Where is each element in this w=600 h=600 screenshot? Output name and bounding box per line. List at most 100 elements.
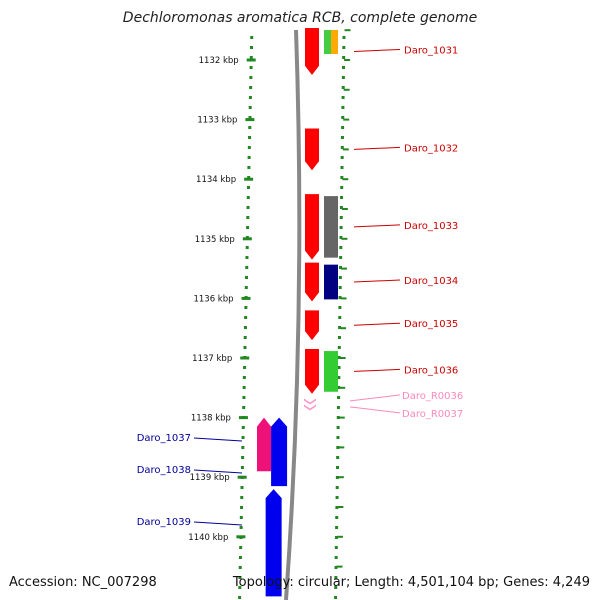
- ruler-dot: [246, 216, 250, 219]
- ruler-dot: [338, 276, 342, 279]
- ruler-tick-label: 1137 kbp: [192, 354, 232, 364]
- ruler-dot: [335, 496, 339, 499]
- ruler-major-tick: [242, 237, 252, 241]
- ruler-dot: [336, 466, 340, 469]
- ruler-dot: [247, 146, 251, 149]
- gene-daro-1031-leader: [353, 48, 401, 52]
- ruler-dot: [341, 96, 345, 99]
- ruler-dot: [241, 456, 245, 459]
- ruler-dot: [243, 336, 247, 339]
- ruler-minor-tick: [343, 88, 350, 91]
- ruler-dot: [240, 506, 244, 509]
- ruler-minor-tick: [340, 267, 347, 270]
- gene-daro-1039-leader: [193, 521, 243, 526]
- ruler-minor-tick: [344, 29, 351, 32]
- gene-daro-1034-leader: [353, 279, 401, 283]
- ruler-minor-tick: [340, 327, 347, 330]
- ruler-minor-tick: [340, 297, 347, 300]
- ruler-dot: [242, 396, 246, 399]
- ruler-dot: [334, 566, 338, 569]
- ruler-major-tick: [241, 296, 251, 300]
- ruler-dot: [238, 596, 242, 599]
- ruler-dot: [239, 526, 243, 529]
- gene-daro-1032-arrow: [305, 128, 319, 171]
- gene-daro-1036-leader: [353, 368, 401, 372]
- ruler-minor-tick: [341, 208, 348, 210]
- ruler-dot: [248, 96, 252, 99]
- ruler-dot: [340, 176, 344, 179]
- ruler-dot: [342, 66, 346, 69]
- gene-daro-1034-cog-box: [324, 264, 338, 300]
- ruler-dot: [250, 46, 254, 49]
- ruler-dot: [342, 36, 346, 39]
- ruler-tick-label: 1132 kbp: [199, 56, 239, 66]
- ruler-dot: [341, 116, 345, 119]
- ruler-minor-tick: [336, 565, 343, 568]
- ruler-dot: [337, 346, 341, 349]
- ruler-major-tick: [238, 416, 248, 420]
- ruler-right-dots: [334, 29, 351, 599]
- gene-daro-r0036-feature: [304, 398, 316, 405]
- ruler-dot: [342, 46, 346, 49]
- ruler-dot: [334, 576, 338, 579]
- ruler-dot: [337, 386, 341, 389]
- ruler-dot: [248, 116, 252, 119]
- ruler-minor-tick: [343, 118, 350, 121]
- ruler-minor-tick: [344, 59, 351, 61]
- ruler-tick-label: 1139 kbp: [190, 473, 230, 483]
- gene-daro-1037-label: Daro_1037: [137, 433, 191, 444]
- gene-daro-1039-arrow: [265, 489, 282, 597]
- ruler-dot: [339, 266, 343, 269]
- ruler-dot: [335, 486, 339, 489]
- ruler-major-tick: [237, 475, 247, 479]
- gene-daro-1036-arrow: [305, 349, 319, 394]
- gene-daro-1033-arrow: [305, 194, 319, 260]
- ruler-dot: [336, 426, 340, 429]
- gene-daro-1033-leader: [353, 224, 401, 228]
- gene-daro-1037-leader: [193, 437, 243, 442]
- ruler-dot: [244, 306, 248, 309]
- gene-daro-1039-label: Daro_1039: [137, 517, 191, 528]
- gene-labels: Daro_1031 Daro_1032 Daro_1033 Daro_1034 Daro…: [137, 45, 464, 528]
- gene-daro-1034-arrow: [305, 262, 319, 302]
- ruler-minor-tick: [336, 535, 343, 538]
- ruler-dot: [335, 506, 339, 509]
- gene-daro-1038-label: Daro_1038: [137, 465, 191, 476]
- ruler-dot: [246, 226, 250, 229]
- ruler-dot: [334, 596, 338, 599]
- ruler-dot: [249, 56, 253, 59]
- ruler-dot: [335, 476, 339, 479]
- map-title: Dechloromonas aromatica RCB, complete ge…: [122, 10, 478, 26]
- ruler-dot: [341, 126, 345, 129]
- ruler-dot: [238, 566, 242, 569]
- ruler-dot: [334, 586, 338, 589]
- ruler-major-tick: [236, 535, 246, 539]
- genome-backbone: [284, 29, 302, 600]
- gene-daro-r0037-feature: [304, 404, 316, 411]
- gene-daro-1038-arrow: [271, 417, 288, 487]
- gene-daro-1036-cog-box: [324, 351, 338, 392]
- gene-daro-1032-leader: [353, 146, 401, 150]
- ruler-dot: [337, 356, 341, 359]
- ruler-minor-tick: [337, 476, 344, 479]
- ruler-dot: [249, 76, 253, 79]
- ruler-dot: [246, 196, 250, 199]
- ruler-ticks: 1132 kbp 1133 kbp 1134 kbp 1135 kbp 1136 kbp…: [188, 56, 256, 543]
- ruler-dot: [243, 346, 247, 349]
- ruler-dot: [250, 36, 254, 39]
- ruler-dot: [341, 106, 345, 109]
- ruler-tick-label: 1135 kbp: [195, 235, 235, 245]
- ruler-tick-label: 1136 kbp: [193, 294, 233, 304]
- ruler-dot: [241, 426, 245, 429]
- ruler-dot: [241, 446, 245, 449]
- ruler-tick-label: 1134 kbp: [196, 175, 236, 185]
- ruler-dot: [340, 156, 344, 159]
- ruler-dot: [240, 496, 244, 499]
- ruler-dot: [339, 236, 343, 239]
- gene-daro-1031-label: Daro_1031: [404, 45, 458, 56]
- ruler-dot: [240, 486, 244, 489]
- ruler-dot: [340, 146, 344, 149]
- ruler-dot: [336, 436, 340, 439]
- gene-daro-1031-cog-box: [324, 30, 331, 54]
